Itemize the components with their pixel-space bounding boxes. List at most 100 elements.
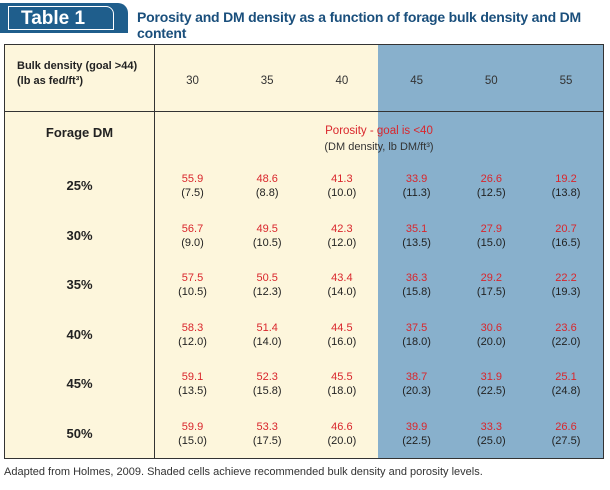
table-cell: 29.2 (17.5)	[454, 271, 529, 299]
porosity-value: 19.2	[555, 173, 577, 185]
table-cell: 56.7 (9.0)	[155, 222, 230, 250]
porosity-value: 31.9	[480, 371, 502, 383]
dm-density-value: (25.0)	[476, 434, 506, 447]
porosity-value: 48.6	[256, 173, 278, 185]
table-label-tab: Table 1	[0, 3, 128, 33]
table-cell: 26.6 (12.5)	[454, 172, 529, 200]
dm-density-value: (15.0)	[476, 236, 506, 249]
table-title: Porosity and DM density as a function of…	[137, 9, 581, 41]
dm-density-value: (27.5)	[551, 434, 581, 447]
shaded-region	[378, 45, 603, 458]
forage-dm-label: Forage DM	[45, 125, 114, 140]
data-table: Bulk density (goal >44) (lb as fed/ft³) …	[4, 44, 604, 459]
table-cell: 33.9 (11.3)	[379, 172, 454, 200]
table-cell: 27.9 (15.0)	[454, 222, 529, 250]
dm-density-value: (13.8)	[551, 187, 581, 199]
table-cell: 50.5 (12.3)	[230, 271, 305, 299]
porosity-value: 36.3	[405, 272, 428, 284]
dm-density-value: (15.8)	[402, 286, 431, 298]
dm-density-value: (12.5)	[476, 187, 506, 199]
porosity-goal-label: Porosity - goal is <40	[325, 125, 433, 137]
table-cell: 41.3 (10.0)	[304, 172, 379, 200]
porosity-value: 27.9	[480, 222, 502, 235]
porosity-value: 22.2	[555, 272, 577, 284]
row-label: 35%	[66, 277, 93, 292]
dm-density-value: (16.0)	[327, 335, 357, 348]
dm-density-value: (13.5)	[178, 385, 207, 397]
porosity-value: 43.4	[331, 272, 353, 284]
table-cell: 43.4 (14.0)	[304, 271, 379, 299]
footnote: Adapted from Holmes, 2009. Shaded cells …	[4, 466, 483, 478]
porosity-value: 55.9	[181, 173, 204, 185]
table-cell: 23.6 (22.0)	[529, 321, 604, 349]
bulk-density-label-line2: (lb as fed/ft³)	[17, 75, 83, 87]
porosity-value: 44.5	[331, 321, 353, 334]
porosity-value: 25.1	[555, 371, 577, 383]
dm-density-value: (20.0)	[327, 434, 357, 447]
porosity-value: 59.1	[181, 371, 204, 383]
column-header: 35	[260, 75, 274, 87]
porosity-value: 50.5	[256, 272, 278, 284]
dm-density-value: (9.0)	[181, 236, 204, 249]
dm-density-value: (11.3)	[402, 187, 431, 199]
table-cell: 46.6 (20.0)	[304, 420, 379, 448]
porosity-value: 56.7	[181, 222, 204, 235]
table-cell: 52.3 (15.8)	[230, 370, 305, 398]
dm-density-value: (16.5)	[551, 236, 581, 249]
porosity-value: 39.9	[405, 420, 428, 433]
porosity-value: 46.6	[331, 420, 353, 433]
dm-density-value: (17.5)	[252, 434, 282, 447]
porosity-value: 53.3	[256, 420, 278, 433]
table-cell: 25.1 (24.8)	[529, 370, 604, 398]
row-label: 30%	[66, 227, 93, 243]
porosity-value: 49.5	[256, 222, 278, 235]
porosity-value: 30.6	[480, 321, 502, 334]
table-cell: 45.5 (18.0)	[304, 370, 379, 398]
table-cell: 39.9 (22.5)	[379, 420, 454, 448]
bulk-density-label: Bulk density (goal >44) (lb as fed/ft³)	[17, 59, 137, 89]
dm-density-value: (13.5)	[402, 236, 431, 249]
porosity-value: 26.6	[555, 420, 577, 433]
dm-density-value: (7.5)	[181, 187, 204, 199]
porosity-value: 37.5	[405, 321, 428, 334]
table-cell: 53.3 (17.5)	[230, 420, 305, 448]
table-cell: 26.6 (27.5)	[529, 420, 604, 448]
dm-density-value: (20.3)	[402, 385, 431, 397]
row-label: 40%	[66, 326, 93, 342]
table-cell: 33.3 (25.0)	[454, 420, 529, 448]
dm-density-value: (8.8)	[255, 187, 279, 199]
porosity-value: 52.3	[256, 371, 278, 383]
table-label: Table 1	[8, 6, 114, 30]
row-label: 45%	[66, 376, 93, 391]
table-cell: 38.7 (20.3)	[379, 370, 454, 398]
column-header: 55	[559, 75, 573, 87]
dm-density-value: (17.5)	[476, 286, 506, 298]
porosity-value: 33.9	[405, 173, 428, 185]
dm-density-value: (10.5)	[252, 236, 282, 249]
dm-density-value: (22.5)	[476, 385, 506, 397]
porosity-value: 26.6	[480, 173, 502, 185]
dm-density-value: (14.0)	[327, 286, 357, 298]
porosity-value: 51.4	[256, 321, 278, 334]
table-cell: 44.5 (16.0)	[304, 321, 379, 349]
row-label: 25%	[66, 178, 93, 193]
porosity-value: 57.5	[181, 272, 204, 284]
porosity-value: 29.2	[480, 272, 502, 284]
dm-density-value: (19.3)	[551, 286, 581, 298]
column-header: 30	[186, 75, 199, 87]
column-header: 45	[410, 75, 423, 87]
dm-density-value: (12.3)	[252, 286, 282, 298]
table-cell: 59.9 (15.0)	[155, 420, 230, 448]
table-cell: 58.3 (12.0)	[155, 321, 230, 349]
dm-density-value: (12.0)	[327, 236, 357, 249]
table-cell: 19.2 (13.8)	[529, 172, 604, 200]
dm-density-value: (10.5)	[178, 286, 207, 298]
column-header: 40	[335, 75, 349, 87]
dm-density-value: (24.8)	[551, 385, 581, 397]
porosity-value: 42.3	[331, 222, 353, 235]
column-header: 50	[484, 75, 498, 87]
porosity-value: 38.7	[405, 371, 428, 383]
porosity-value: 35.1	[405, 222, 428, 235]
table-cell: 36.3 (15.8)	[379, 271, 454, 299]
table-cell: 22.2 (19.3)	[529, 271, 604, 299]
